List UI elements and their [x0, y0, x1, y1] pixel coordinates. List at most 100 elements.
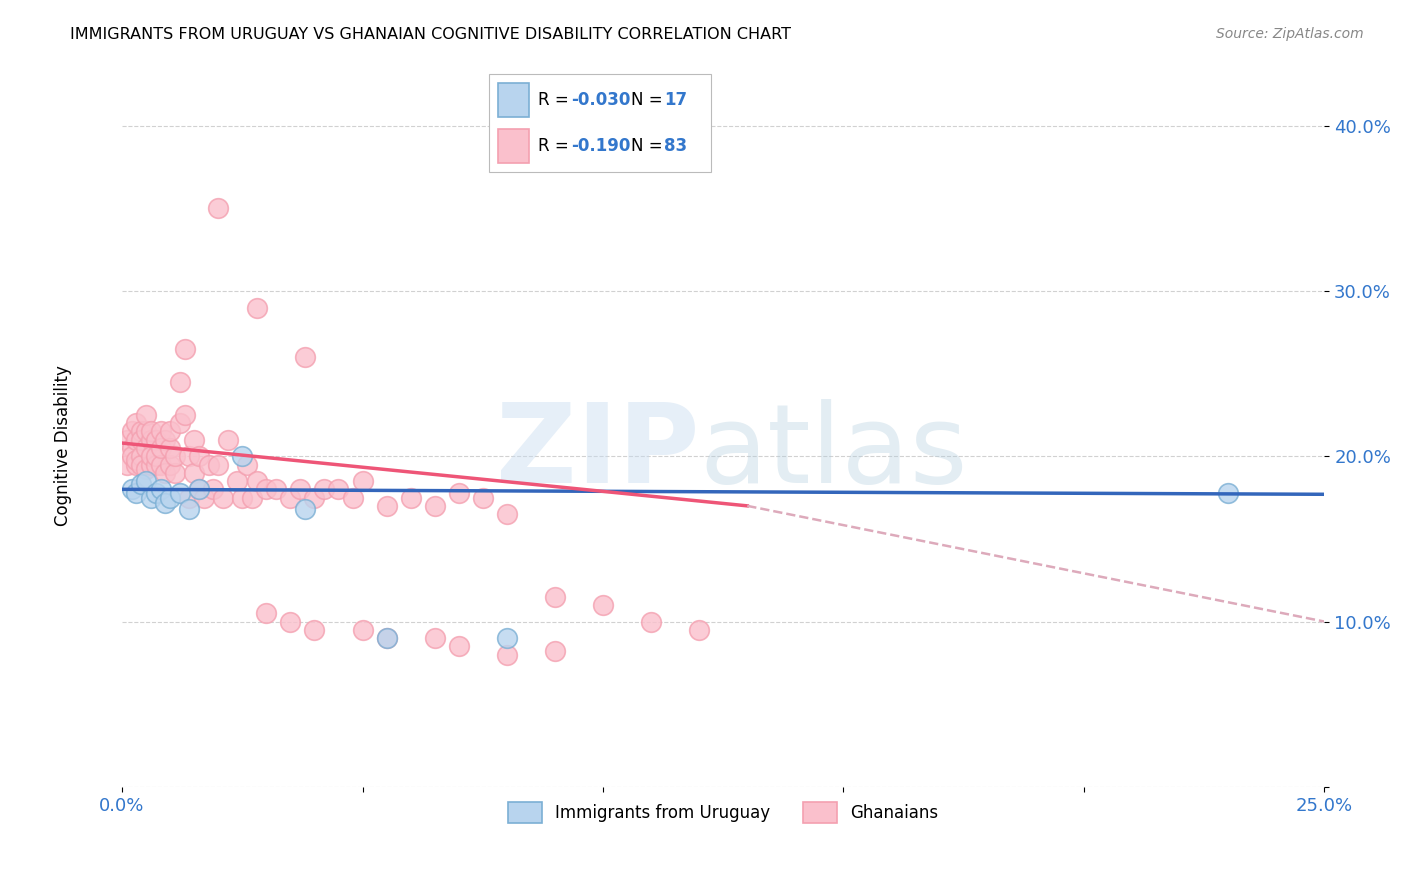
Point — [592, 598, 614, 612]
Point — [159, 425, 181, 439]
Point — [280, 615, 302, 629]
Point — [145, 485, 167, 500]
Point — [125, 433, 148, 447]
Point — [236, 458, 259, 472]
Point — [129, 458, 152, 472]
Point — [145, 433, 167, 447]
Point — [217, 433, 239, 447]
Point — [129, 433, 152, 447]
Point — [163, 466, 186, 480]
Point — [139, 458, 162, 472]
Point — [495, 648, 517, 662]
Point — [212, 491, 235, 505]
Point — [169, 485, 191, 500]
Point — [288, 483, 311, 497]
Point — [375, 631, 398, 645]
Point — [145, 458, 167, 472]
Point — [173, 408, 195, 422]
Point — [399, 491, 422, 505]
Point — [304, 491, 326, 505]
Point — [115, 458, 138, 472]
Point — [135, 474, 157, 488]
Point — [159, 458, 181, 472]
Point — [155, 433, 177, 447]
Point — [304, 623, 326, 637]
Point — [169, 375, 191, 389]
Point — [135, 462, 157, 476]
Point — [129, 450, 152, 464]
Point — [188, 483, 211, 497]
Point — [155, 495, 177, 509]
Point — [231, 491, 253, 505]
Point — [294, 350, 316, 364]
Point — [342, 491, 364, 505]
Point — [640, 615, 662, 629]
Point — [375, 499, 398, 513]
Text: Source: ZipAtlas.com: Source: ZipAtlas.com — [1216, 27, 1364, 41]
Point — [139, 425, 162, 439]
Point — [149, 441, 172, 455]
Point — [179, 491, 201, 505]
Point — [197, 458, 219, 472]
Point — [139, 491, 162, 505]
Point — [121, 441, 143, 455]
Point — [246, 474, 269, 488]
Point — [312, 483, 335, 497]
Point — [121, 425, 143, 439]
Point — [352, 623, 374, 637]
Point — [149, 425, 172, 439]
Point — [264, 483, 287, 497]
Point — [155, 466, 177, 480]
Text: IMMIGRANTS FROM URUGUAY VS GHANAIAN COGNITIVE DISABILITY CORRELATION CHART: IMMIGRANTS FROM URUGUAY VS GHANAIAN COGN… — [70, 27, 792, 42]
Point — [240, 491, 263, 505]
Point — [193, 491, 215, 505]
Point — [246, 301, 269, 315]
Point — [135, 425, 157, 439]
Point — [294, 502, 316, 516]
Point — [135, 441, 157, 455]
Point — [129, 425, 152, 439]
Point — [125, 485, 148, 500]
Point — [423, 499, 446, 513]
Point — [169, 416, 191, 430]
Point — [231, 450, 253, 464]
Point — [179, 450, 201, 464]
Point — [280, 491, 302, 505]
Point — [183, 466, 205, 480]
Point — [226, 474, 249, 488]
Point — [159, 491, 181, 505]
Point — [163, 450, 186, 464]
Point — [188, 483, 211, 497]
Point — [179, 502, 201, 516]
Point — [375, 631, 398, 645]
Point — [125, 416, 148, 430]
Point — [254, 483, 277, 497]
Point — [254, 607, 277, 621]
Point — [125, 452, 148, 467]
Point — [173, 342, 195, 356]
Point — [125, 458, 148, 472]
Point — [188, 450, 211, 464]
Point — [207, 202, 229, 216]
Point — [129, 477, 152, 491]
Point — [471, 491, 494, 505]
Point — [495, 507, 517, 521]
Point — [135, 408, 157, 422]
Text: Cognitive Disability: Cognitive Disability — [55, 366, 72, 526]
Point — [447, 640, 470, 654]
Point — [495, 631, 517, 645]
Point — [423, 631, 446, 645]
Point — [328, 483, 350, 497]
Point — [139, 450, 162, 464]
Point — [149, 458, 172, 472]
Point — [688, 623, 710, 637]
Point — [352, 474, 374, 488]
Point — [207, 458, 229, 472]
Text: ZIP: ZIP — [496, 399, 699, 506]
Point — [121, 450, 143, 464]
Point — [159, 441, 181, 455]
Point — [115, 433, 138, 447]
Point — [145, 450, 167, 464]
Point — [447, 485, 470, 500]
Point — [544, 644, 567, 658]
